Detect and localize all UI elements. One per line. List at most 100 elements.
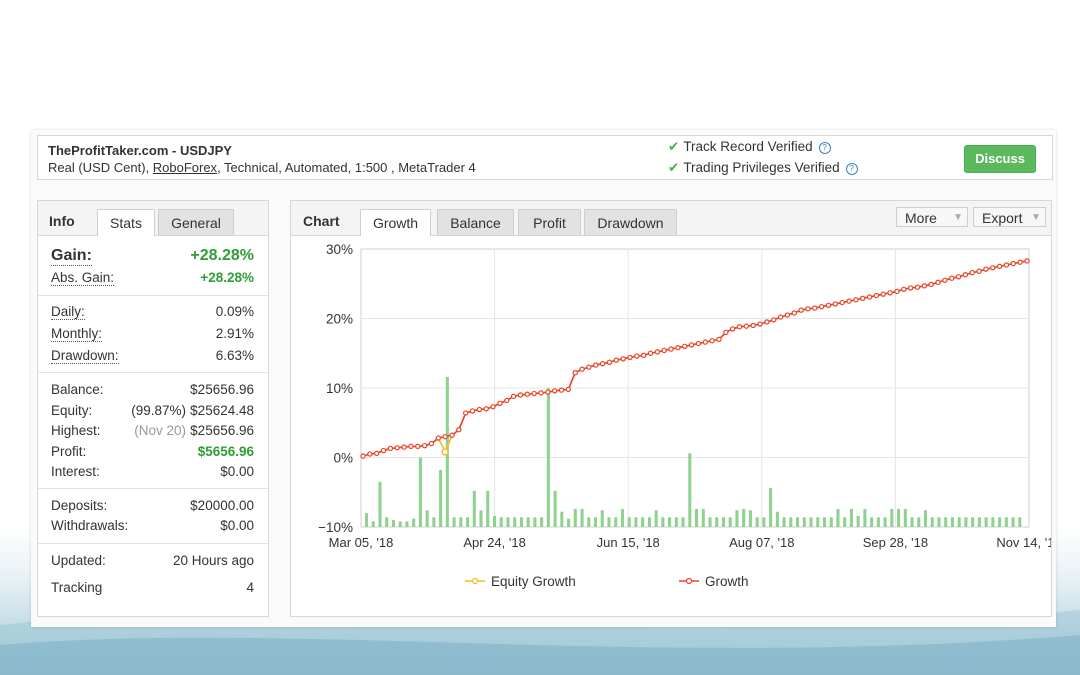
chart-bars xyxy=(365,376,1022,527)
growth-point xyxy=(962,272,969,278)
growth-point xyxy=(798,307,804,313)
bar xyxy=(573,508,577,527)
caret-down-icon: ▼ xyxy=(1031,212,1041,223)
bar xyxy=(762,517,766,527)
help-icon[interactable]: ? xyxy=(818,142,831,154)
highest-value: $25656.96 xyxy=(190,423,254,438)
growth-point xyxy=(456,426,462,433)
growth-point xyxy=(949,275,955,281)
info-heading: Info xyxy=(49,213,75,229)
growth-point xyxy=(510,393,517,400)
growth-point xyxy=(682,343,688,350)
gain-group: Gain: +28.28% Abs. Gain: +28.28% xyxy=(38,236,268,296)
growth-point xyxy=(907,285,914,291)
profit-label: Profit: xyxy=(51,444,87,459)
tab-growth[interactable]: Growth xyxy=(360,209,431,236)
x-tick-label: Aug 07, '18 xyxy=(729,535,794,550)
tab-profit[interactable]: Profit xyxy=(518,209,581,235)
discuss-button[interactable]: Discuss xyxy=(964,145,1036,173)
bar xyxy=(728,517,732,527)
growth-point xyxy=(415,443,421,450)
bar xyxy=(546,388,550,527)
deposits-row: Deposits: $20000.00 xyxy=(51,498,254,518)
growth-point xyxy=(853,297,859,303)
growth-point xyxy=(449,432,455,438)
bar xyxy=(964,517,968,527)
chart-tabbar: Chart Growth Balance Profit Drawdown Mor… xyxy=(291,201,1051,236)
bar xyxy=(533,517,537,527)
withdrawals-value: $0.00 xyxy=(220,518,254,533)
growth-point xyxy=(551,388,558,394)
bar xyxy=(769,488,773,527)
updated-value: 20 Hours ago xyxy=(172,553,254,568)
tab-balance[interactable]: Balance xyxy=(437,209,514,235)
chart-lines xyxy=(360,258,1030,459)
growth-point xyxy=(805,306,811,312)
bar xyxy=(937,517,941,527)
bar xyxy=(371,521,375,527)
growth-point xyxy=(983,266,989,272)
growth-point xyxy=(791,310,797,316)
bar xyxy=(715,517,719,527)
bar xyxy=(439,470,443,527)
tab-stats[interactable]: Stats xyxy=(97,209,155,236)
funds-group: Deposits: $20000.00 Withdrawals: $0.00 xyxy=(38,489,268,544)
growth-point xyxy=(599,360,606,367)
broker-link[interactable]: RoboForex xyxy=(152,160,218,175)
y-tick-label: 30% xyxy=(326,242,353,257)
tab-general[interactable]: General xyxy=(158,209,234,235)
growth-point xyxy=(976,268,982,274)
export-dropdown[interactable]: Export ▼ xyxy=(973,207,1046,227)
daily-label: Daily: xyxy=(51,304,85,320)
balance-value: $25656.96 xyxy=(190,382,254,397)
bar xyxy=(668,517,672,527)
growth-point xyxy=(408,443,414,450)
growth-point xyxy=(469,408,476,414)
account-group: Balance: $25656.96 Equity: (99.87%) $256… xyxy=(38,373,268,489)
bar xyxy=(567,518,571,527)
bar xyxy=(849,508,853,527)
balance-row: Balance: $25656.96 xyxy=(51,382,254,402)
growth-point xyxy=(435,435,441,441)
help-icon[interactable]: ? xyxy=(845,163,858,175)
bar xyxy=(641,517,645,527)
growth-point xyxy=(743,323,750,329)
bar xyxy=(385,517,389,527)
growth-point xyxy=(531,390,537,397)
growth-point xyxy=(613,357,619,363)
growth-point xyxy=(921,283,928,289)
growth-point xyxy=(880,291,886,297)
growth-point xyxy=(373,450,380,457)
system-title: TheProfitTaker.com - USDJPY xyxy=(48,143,232,158)
growth-point xyxy=(750,322,756,329)
chart-heading: Chart xyxy=(303,213,340,229)
highest-row: Highest: (Nov 20) $25656.96 xyxy=(51,423,254,443)
profit-row: Profit: $5656.96 xyxy=(51,444,254,464)
bar xyxy=(580,508,584,527)
growth-point xyxy=(825,302,832,308)
bar xyxy=(365,513,369,527)
drawdown-row: Drawdown: 6.63% xyxy=(51,348,254,368)
bar xyxy=(472,490,476,527)
abs-gain-row: Abs. Gain: +28.28% xyxy=(51,270,254,290)
gain-row: Gain: +28.28% xyxy=(51,247,254,267)
bar xyxy=(560,511,564,527)
bar xyxy=(540,517,544,527)
system-header: TheProfitTaker.com - USDJPY Real (USD Ce… xyxy=(37,135,1053,180)
growth-point xyxy=(1024,258,1030,264)
more-dropdown[interactable]: More ▼ xyxy=(896,207,968,227)
bar xyxy=(418,457,422,527)
growth-point xyxy=(675,344,681,351)
bar xyxy=(822,517,827,527)
bar xyxy=(897,508,901,527)
growth-point xyxy=(784,312,791,318)
interest-value: $0.00 xyxy=(220,464,254,479)
bar xyxy=(378,481,382,527)
bar xyxy=(614,517,618,527)
growth-point xyxy=(462,410,469,416)
growth-point xyxy=(709,338,715,344)
tab-drawdown[interactable]: Drawdown xyxy=(584,209,677,235)
interest-label: Interest: xyxy=(51,464,100,479)
growth-point xyxy=(757,321,763,327)
growth-point xyxy=(668,346,674,352)
